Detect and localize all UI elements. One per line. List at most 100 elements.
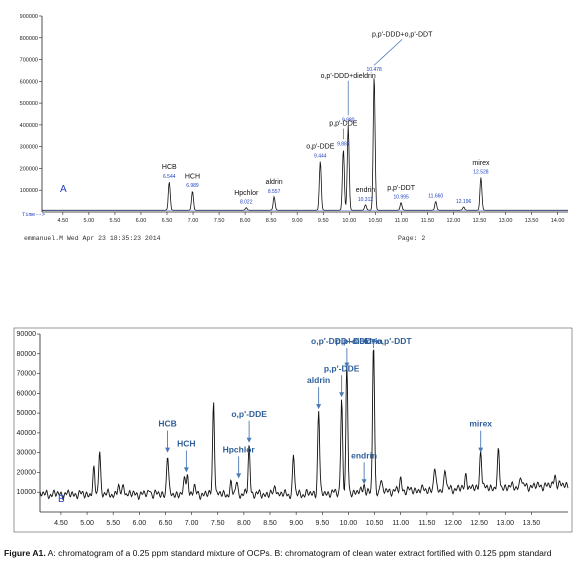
peak-retention-label: 6.544 [163,174,176,180]
panel-label: B [58,494,65,505]
chromatogram-trace [39,349,569,501]
x-axis-label: Time--> [22,211,45,218]
y-tick-label: 60000 [17,390,37,397]
peak-retention-label: 10.995 [393,195,409,201]
x-tick-label: 14.00 [551,218,565,224]
x-tick-label: 10.50 [366,520,384,527]
report-footer-left: emmanuel.M Wed Apr 23 18:35:23 2014 [24,235,161,242]
x-tick-label: 5.50 [106,520,120,527]
peak-retention-label: 9.887 [337,141,350,147]
y-tick-label: 600000 [20,79,38,85]
x-tick-label: 4.50 [54,520,68,527]
peak-label-o-p-dde: o,p'-DDE [231,409,267,419]
x-tick-label: 9.00 [289,520,303,527]
figure-caption-text: A: chromatogram of a 0.25 ppm standard m… [47,548,552,558]
peak-label-o-p-ddd-dieldrin: o,p'-DDD+dieldrin [311,336,383,346]
x-tick-label: 10.50 [368,218,382,224]
x-tick-label: 5.00 [84,218,95,224]
peak-label-hch: HCH [185,173,200,180]
x-tick-label: 12.50 [470,520,488,527]
peak-label-p-p-dde: p,p'-DDE [329,121,358,128]
annotation-arrowhead [361,479,367,485]
y-tick-label: 70000 [17,371,37,378]
y-tick-label: 400000 [20,123,38,129]
x-tick-label: 11.00 [395,218,408,224]
peak-label-aldrin: aldrin [266,179,283,186]
x-tick-label: 6.00 [133,520,147,527]
x-tick-label: 9.50 [315,520,329,527]
x-tick-label: 9.50 [318,218,329,224]
x-tick-label: 7.50 [214,218,225,224]
y-tick-label: 20000 [17,469,37,476]
x-tick-label: 13.50 [523,520,541,527]
x-tick-label: 10.00 [342,218,356,224]
y-tick-label: 300000 [20,145,38,151]
peak-label-p-p-dde: p,p'-DDE [324,363,360,373]
x-tick-label: 6.50 [162,218,173,224]
x-tick-label: 8.00 [237,520,251,527]
y-tick-label: 30000 [17,450,37,457]
annotation-arrowhead [371,338,377,344]
x-tick-label: 12.00 [444,520,462,527]
x-tick-label: 9.00 [292,218,303,224]
x-tick-label: 7.50 [211,520,225,527]
x-tick-label: 6.50 [159,520,173,527]
peak-label-p-p-ddt: p,p'-DDT [387,185,416,192]
peak-retention-label: 11.660 [428,194,443,200]
peak-retention-label: 10.312 [358,197,374,203]
x-tick-label: 12.00 [447,218,461,224]
annotation-arrowhead [183,467,189,473]
y-tick-label: 80000 [17,351,37,358]
peak-retention-label: 6.989 [186,183,199,189]
peak-label-hcb: HCB [158,419,176,429]
annotation-arrow [373,39,403,66]
annotation-arrowhead [339,392,345,398]
peak-retention-label: 9.980 [342,117,355,123]
chromatogram-trace [42,78,568,211]
panel-frame [13,327,573,533]
peak-label-mirex: mirex [469,419,492,429]
x-tick-label: 8.00 [240,218,251,224]
x-tick-label: 13.00 [497,520,515,527]
y-tick-label: 90000 [17,331,37,338]
figure-caption: Figure A1. A: chromatogram of a 0.25 ppm… [4,548,576,559]
peak-label-hpchlor: Hpchlor [234,190,259,197]
x-tick-label: 4.50 [57,218,68,224]
y-tick-label: 40000 [17,430,37,437]
peak-label-endrin: endrin [351,450,377,460]
x-tick-label: 8.50 [263,520,277,527]
peak-label-mirex: mirex [472,160,490,167]
annotation-arrowhead [344,362,350,368]
peak-label-p-p-ddd-o-p-ddt: p,p'-DDD+o,p'-DDT [336,336,413,346]
peak-label-hcb: HCB [162,164,177,171]
x-tick-label: 5.50 [110,218,121,224]
y-tick-label: 800000 [20,36,38,42]
x-tick-label: 10.00 [340,520,358,527]
peak-label-hpchlor: Hpchlor [223,444,256,454]
y-tick-label: 200000 [20,166,38,172]
x-tick-label: 11.00 [392,520,409,527]
x-tick-label: 5.00 [80,520,94,527]
peak-retention-label: 10.478 [367,67,383,73]
peak-label-endrin: endrin [356,187,376,194]
x-tick-label: 12.50 [473,218,487,224]
y-tick-label: 500000 [20,101,38,107]
y-tick-label: 700000 [20,58,38,64]
annotation-arrowhead [165,447,171,453]
x-tick-label: 7.00 [188,218,199,224]
peak-label-o-p-ddd-dieldrin: o,p'-DDD+dieldrin [321,73,376,80]
y-tick-label: 50000 [17,410,37,417]
report-footer-right: Page: 2 [398,235,425,242]
peak-retention-label: 8.557 [268,189,281,195]
x-tick-label: 13.00 [499,218,513,224]
peak-label-p-p-ddd-o-p-ddt: p,p'-DDD+o,p'-DDT [372,31,433,38]
y-tick-label: 10000 [17,489,37,496]
x-tick-label: 11.50 [418,520,435,527]
peak-retention-label: 12.528 [473,170,489,176]
peak-label-o-p-dde: o,p'-DDE [306,144,335,151]
chromatogram-panel-b: 10000 20000 30000 40000 50000 60000 70000 80000… [13,327,573,533]
peak-label-aldrin: aldrin [307,375,330,385]
peak-retention-label: 9.444 [314,153,327,159]
x-tick-label: 11.50 [421,218,434,224]
